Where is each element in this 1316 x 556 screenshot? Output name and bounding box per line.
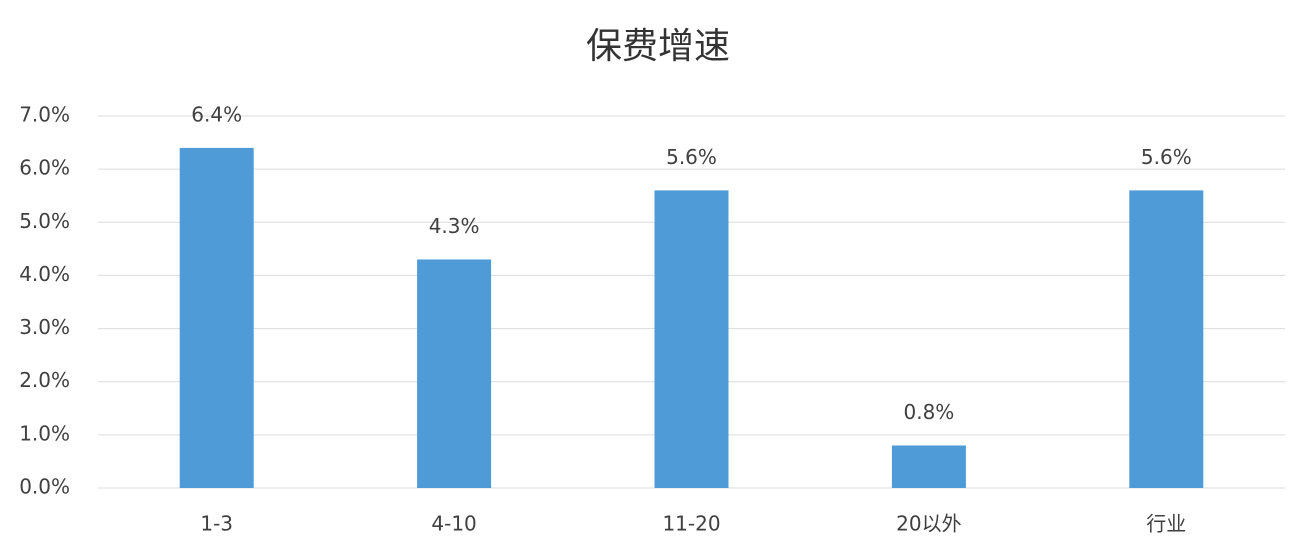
y-tick-label: 1.0% [19,421,70,445]
y-tick-label: 0.0% [19,475,70,499]
x-tick-label: 11-20 [662,512,720,536]
value-label: 0.8% [903,400,954,424]
value-label: 5.6% [666,145,717,169]
x-tick-label: 4-10 [431,512,476,536]
bar [654,190,729,488]
y-tick-label: 2.0% [19,368,70,392]
y-tick-label: 3.0% [19,315,70,339]
value-label: 4.3% [429,214,480,238]
bar [179,147,254,488]
x-tick-label: 1-3 [200,512,233,536]
value-label: 5.6% [1141,145,1192,169]
y-tick-label: 6.0% [19,156,70,180]
value-label: 6.4% [191,102,242,126]
bar [1129,190,1204,488]
y-tick-label: 5.0% [19,209,70,233]
y-tick-label: 7.0% [19,103,70,127]
bar [417,259,492,488]
x-tick-label: 行业 [1146,512,1186,536]
chart-title: 保费增速 [586,26,730,67]
y-tick-label: 4.0% [19,262,70,286]
x-tick-label: 20以外 [896,512,961,536]
bar [891,445,966,488]
